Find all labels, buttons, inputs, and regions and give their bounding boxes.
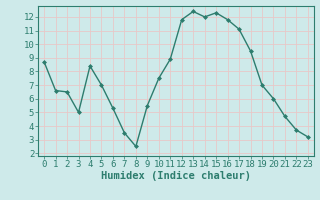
X-axis label: Humidex (Indice chaleur): Humidex (Indice chaleur): [101, 171, 251, 181]
